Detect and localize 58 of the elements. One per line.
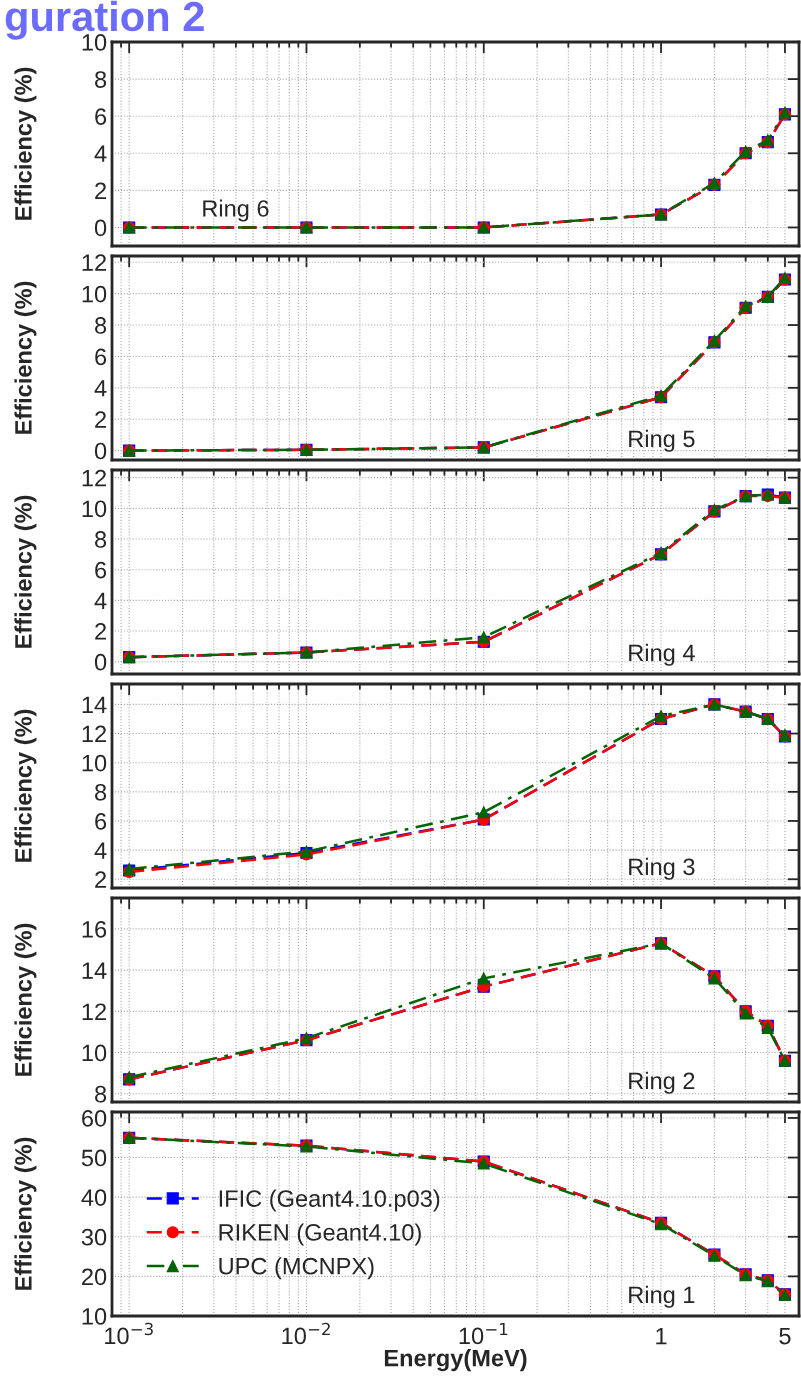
- y-tick-label: 0: [94, 219, 107, 237]
- y-axis-title: Efficiency (%): [14, 1137, 37, 1290]
- y-tick-label: 4: [94, 592, 107, 609]
- annotation: Ring 1: [629, 1285, 695, 1308]
- y-tick-label: 14: [82, 696, 107, 713]
- y-tick-label: 10: [82, 285, 107, 303]
- x-tick-label: 10$^{−2}$: [282, 1322, 330, 1345]
- annotation: Ring 5: [629, 429, 695, 452]
- x-tick-label: 1: [656, 1327, 667, 1345]
- y-tick-label: 16: [82, 920, 107, 938]
- y-tick-label: 12: [82, 254, 106, 271]
- y-tick-label: 6: [95, 348, 107, 366]
- y-tick-label: 2: [95, 411, 106, 428]
- y-tick-label: 14: [82, 962, 107, 979]
- y-axis-title: Efficiency (%): [14, 709, 37, 862]
- y-axis-title: Efficiency (%): [14, 923, 37, 1076]
- y-tick-label: 6: [95, 108, 107, 125]
- y-tick-label: 12: [82, 469, 106, 487]
- legend-label: RIKEN (Geant4.10): [219, 1223, 421, 1246]
- y-tick-label: 40: [81, 1189, 107, 1206]
- annotation: Ring 2: [629, 1071, 695, 1094]
- y-tick-label: 10: [82, 1308, 107, 1325]
- y-tick-label: 6: [95, 561, 107, 579]
- y-tick-label: 2: [95, 871, 106, 888]
- y-tick-label: 6: [95, 813, 107, 830]
- y-tick-label: 30: [81, 1228, 107, 1246]
- y-axis-title: Efficiency (%): [14, 495, 37, 648]
- x-tick-label: 10$^{−3}$: [105, 1322, 153, 1345]
- y-tick-label: 2: [95, 623, 106, 640]
- y-tick-label: 8: [95, 1085, 107, 1103]
- y-tick-label: 4: [94, 842, 107, 859]
- x-tick-label: 5: [779, 1327, 791, 1345]
- y-tick-label: 10: [82, 500, 107, 518]
- annotation: Ring 4: [629, 643, 695, 666]
- y-tick-label: 50: [81, 1149, 107, 1167]
- x-tick-label: 10$^{−1}$: [459, 1322, 508, 1345]
- y-tick-label: 8: [95, 531, 107, 548]
- y-tick-label: 0: [94, 442, 107, 460]
- x-axis-title: Energy(MeV): [384, 1349, 527, 1372]
- y-tick-label: 12: [82, 725, 106, 743]
- y-tick-label: 8: [95, 71, 107, 88]
- y-axis-title: Efficiency (%): [14, 281, 37, 434]
- y-tick-label: 20: [82, 1268, 107, 1286]
- y-tick-label: 4: [94, 380, 107, 397]
- annotation: Ring 3: [629, 857, 695, 880]
- y-tick-label: 4: [94, 145, 107, 162]
- y-tick-label: 10: [82, 1044, 107, 1062]
- y-axis-title: Efficiency (%): [14, 67, 37, 220]
- legend-label: UPC (MCNPX): [219, 1257, 374, 1280]
- legend-label: IFIC (Geant4.10.p03): [219, 1189, 440, 1212]
- y-tick-label: 12: [82, 1003, 106, 1020]
- y-tick-label: 0: [94, 653, 107, 671]
- y-tick-label: 10: [82, 754, 107, 772]
- annotation: Ring 6: [203, 199, 269, 222]
- y-tick-label: 2: [95, 182, 106, 199]
- y-tick-label: 8: [95, 317, 107, 334]
- y-tick-label: 8: [95, 783, 107, 801]
- y-tick-label: 60: [82, 1110, 107, 1127]
